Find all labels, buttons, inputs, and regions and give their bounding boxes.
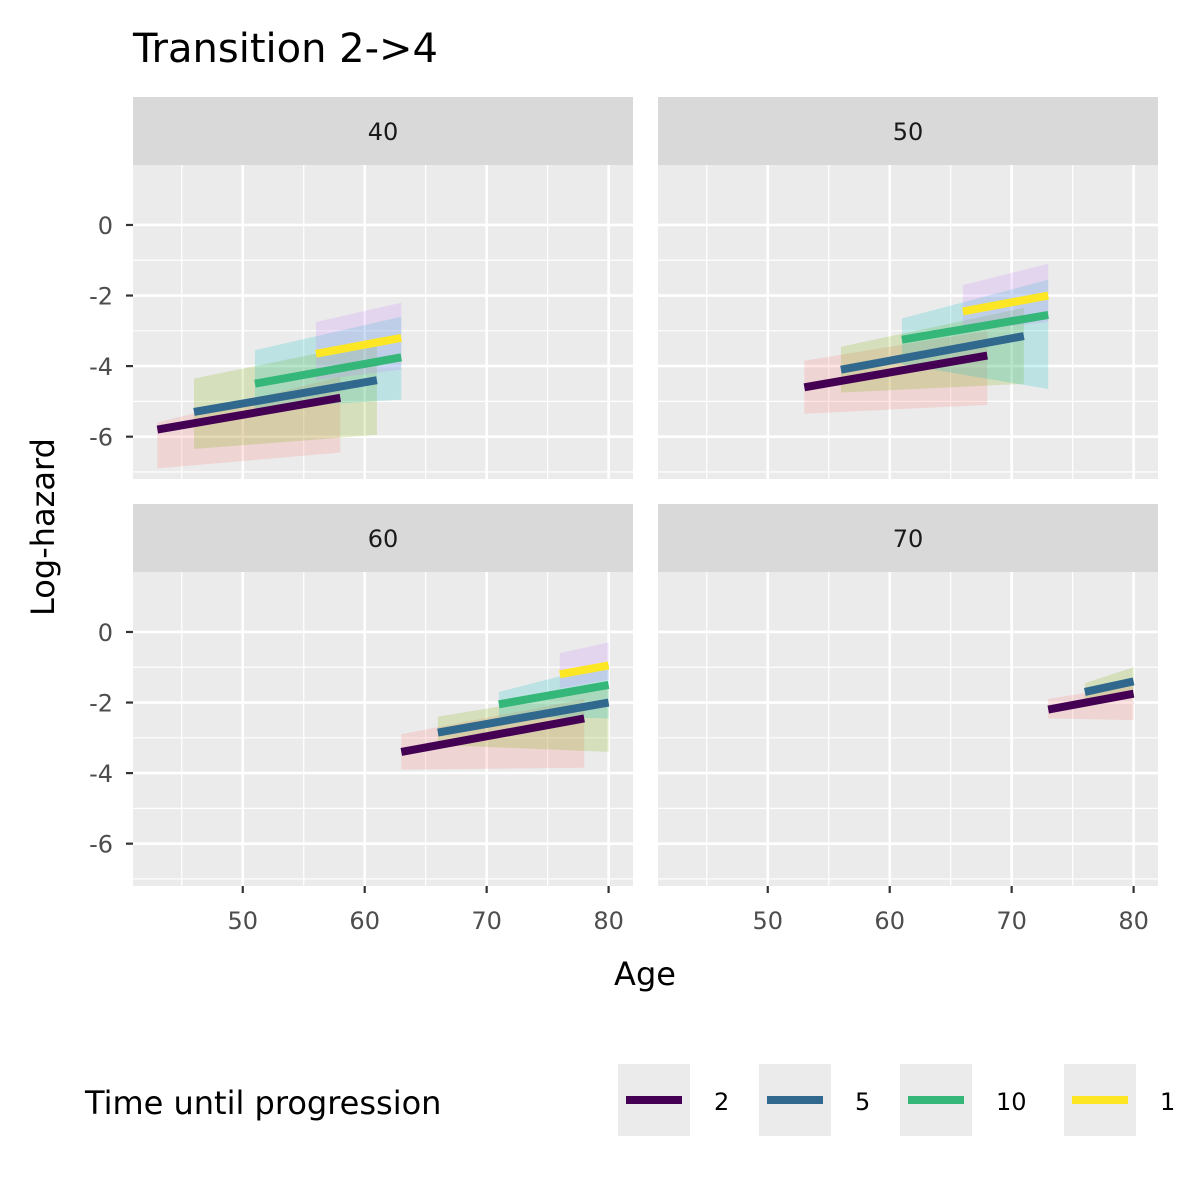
y-tick-label: -4 <box>89 353 113 381</box>
x-tick-label: 80 <box>593 907 624 935</box>
facet-strip <box>658 504 1158 572</box>
series-line-1 <box>962 291 1049 316</box>
facet-strip <box>133 97 633 165</box>
series-line-2 <box>1047 689 1135 714</box>
confidence-band-2 <box>157 376 341 469</box>
confidence-band-1 <box>962 263 1049 331</box>
y-tick-label: 0 <box>98 212 113 240</box>
series-line-5 <box>437 698 610 737</box>
x-tick-label: 80 <box>1118 907 1149 935</box>
legend-label-10: 10 <box>996 1088 1027 1116</box>
series-line-5 <box>1083 677 1135 696</box>
series-line-2 <box>803 351 988 392</box>
x-tick-label: 50 <box>752 907 783 935</box>
series-line-5 <box>193 376 378 416</box>
y-tick-label: -4 <box>89 760 113 788</box>
facet-strip-label: 40 <box>368 118 399 146</box>
y-tick-label: -6 <box>89 831 113 859</box>
facet-panel-70: 70 50 60 70 80 <box>658 504 1158 935</box>
facet-panel-50: 50 <box>658 97 1158 479</box>
y-tick-label: -2 <box>89 283 113 311</box>
series-line-10 <box>498 680 610 709</box>
legend-title: Time until progression <box>84 1084 441 1122</box>
series-line-1 <box>559 661 610 679</box>
series-line-5 <box>840 332 1025 374</box>
x-tick-label: 60 <box>874 907 905 935</box>
facet-strip-label: 50 <box>893 118 924 146</box>
legend: Time until progression 2 5 10 1 <box>84 1064 1175 1136</box>
x-tick-label: 60 <box>349 907 380 935</box>
legend-label-2: 2 <box>714 1088 729 1116</box>
y-tick-label: -2 <box>89 690 113 718</box>
x-tick-label: 70 <box>471 907 502 935</box>
series-line-10 <box>254 353 403 388</box>
facet-panel-60: 60 0 -2 -4 -6 50 60 70 80 <box>89 504 633 935</box>
confidence-band-1 <box>559 642 609 689</box>
series-line-2 <box>156 393 342 434</box>
panel-background <box>658 165 1158 479</box>
x-axis-title: Age <box>614 955 676 993</box>
series-line-2 <box>400 714 585 756</box>
series-line-1 <box>315 333 403 358</box>
panels: 40 0 -2 -4 -6 50 60 0 -2 -4 -6 50 60 70 80 70 50 60 70 80 <box>89 97 1158 935</box>
legend-label-5: 5 <box>855 1088 870 1116</box>
facet-panel-40: 40 0 -2 -4 -6 <box>89 97 633 479</box>
y-tick-label: 0 <box>98 619 113 647</box>
facet-strip <box>658 97 1158 165</box>
panel-background <box>133 165 633 479</box>
x-tick-label: 50 <box>227 907 258 935</box>
facet-strip <box>133 504 633 572</box>
legend-label-1: 1 <box>1160 1088 1175 1116</box>
x-tick-label: 70 <box>996 907 1027 935</box>
y-tick-label: -6 <box>89 424 113 452</box>
panel-background <box>133 572 633 886</box>
facet-strip-label: 60 <box>368 525 399 553</box>
facet-strip-label: 70 <box>893 525 924 553</box>
series-line-10 <box>901 310 1049 344</box>
panel-background <box>658 572 1158 886</box>
y-axis-title: Log-hazard <box>24 438 62 616</box>
chart-title: Transition 2->4 <box>132 26 438 72</box>
